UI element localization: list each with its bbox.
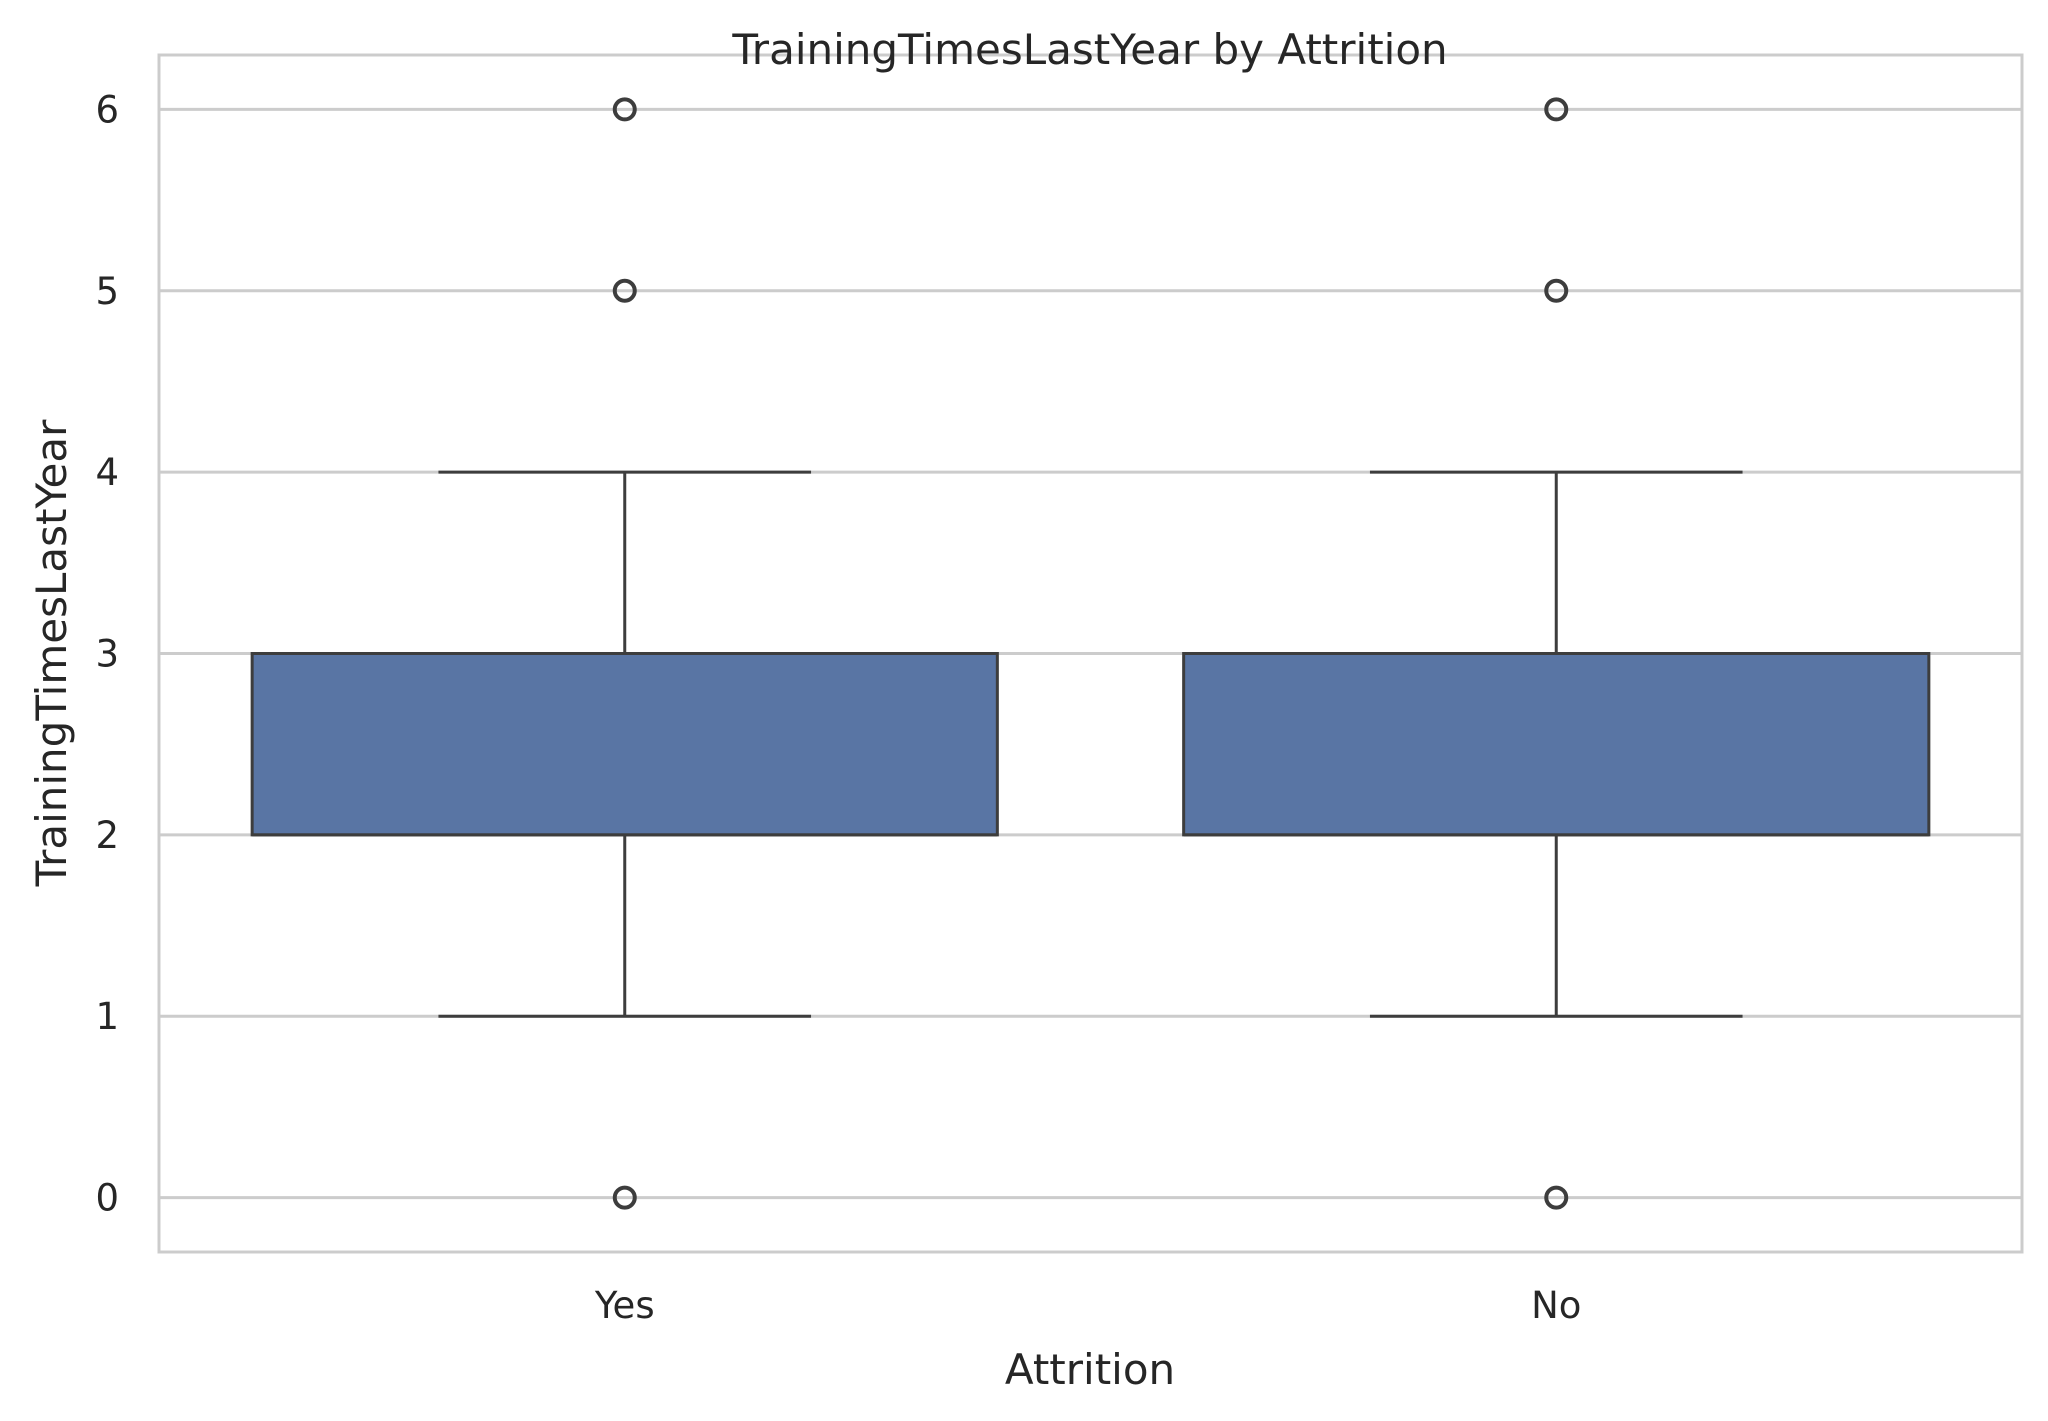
x-axis-label: Attrition (1005, 1345, 1175, 1394)
box-series (250, 97, 1931, 1210)
x-tick-label-no: No (1531, 1284, 1581, 1327)
outlier-yes-5 (612, 278, 637, 303)
outlier-no-0 (1544, 1185, 1569, 1210)
outlier-yes-0 (612, 1185, 637, 1210)
y-tick-labels: 0 1 2 3 4 5 6 (95, 88, 119, 1219)
y-tick-label-6: 6 (95, 88, 119, 131)
y-tick-label-2: 2 (95, 814, 119, 857)
box-yes (250, 652, 999, 837)
box-no (1182, 652, 1931, 837)
plot-frame (157, 53, 2024, 1254)
outlier-no-5 (1544, 278, 1569, 303)
outlier-yes-6 (612, 97, 637, 122)
chart-title: TrainingTimesLastYear by Attrition (731, 25, 1447, 74)
y-tick-label-1: 1 (95, 995, 119, 1038)
y-tick-label-3: 3 (95, 633, 119, 676)
x-tick-labels: Yes No (594, 1284, 1582, 1327)
outlier-no-6 (1544, 97, 1569, 122)
x-tick-label-yes: Yes (594, 1284, 655, 1327)
y-axis-label: TrainingTimesLastYear (27, 419, 76, 888)
y-tick-label-4: 4 (95, 451, 119, 494)
box-group-yes (250, 97, 999, 1210)
y-tick-label-0: 0 (95, 1177, 119, 1220)
box-group-no (1182, 97, 1931, 1210)
y-tick-label-5: 5 (95, 270, 119, 313)
